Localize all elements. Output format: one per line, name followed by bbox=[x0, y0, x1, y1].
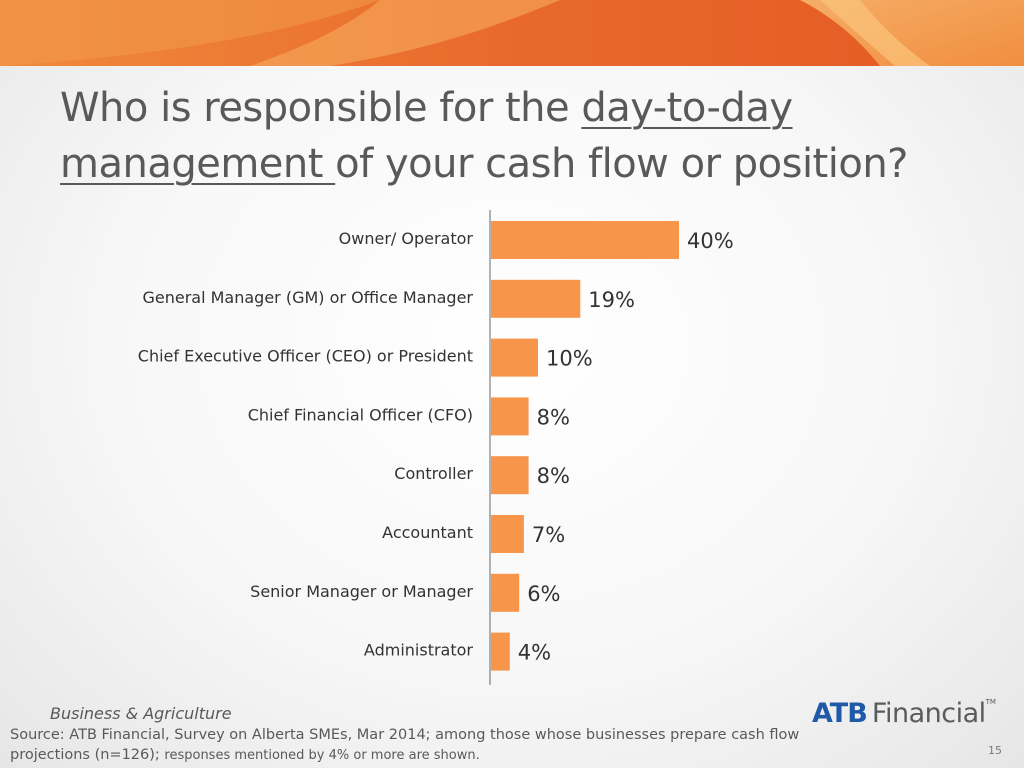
logo-trademark: TM bbox=[985, 698, 996, 706]
title-underlined-1: day-to-day bbox=[581, 85, 793, 131]
bar bbox=[491, 456, 529, 495]
bar-chart: Owner/ Operator 40% General Manager (GM) o… bbox=[0, 205, 1024, 685]
logo-financial: Financial bbox=[871, 698, 986, 729]
bar bbox=[491, 573, 520, 612]
bar bbox=[491, 397, 529, 436]
value-label: 7% bbox=[532, 523, 565, 547]
atb-financial-logo: ATB FinancialTM bbox=[812, 698, 996, 732]
category-label: Chief Financial Officer (CFO) bbox=[248, 405, 473, 424]
top-banner bbox=[0, 0, 1024, 66]
page-number: 15 bbox=[988, 744, 1002, 757]
bar bbox=[491, 279, 581, 318]
value-label: 10% bbox=[546, 347, 593, 371]
value-label: 4% bbox=[518, 641, 551, 665]
title-underlined-2: management bbox=[60, 141, 336, 187]
category-label: Senior Manager or Manager bbox=[250, 582, 473, 601]
bar bbox=[491, 632, 510, 671]
category-label: Accountant bbox=[382, 523, 473, 542]
banner-graphic bbox=[0, 0, 1024, 66]
bar-chart-svg: Owner/ Operator 40% General Manager (GM) o… bbox=[138, 210, 734, 685]
title-part2: of your cash flow or position? bbox=[335, 141, 908, 187]
bar bbox=[491, 338, 538, 377]
category-label: Administrator bbox=[364, 641, 473, 660]
value-label: 19% bbox=[588, 288, 635, 312]
category-label: Owner/ Operator bbox=[339, 229, 474, 248]
value-label: 6% bbox=[527, 582, 560, 606]
value-label: 8% bbox=[537, 405, 570, 429]
category-label: General Manager (GM) or Office Manager bbox=[142, 288, 473, 307]
title-part1: Who is responsible for the bbox=[60, 85, 582, 131]
bar bbox=[491, 221, 679, 259]
source-line-1: Source: ATB Financial, Survey on Alberta… bbox=[10, 727, 800, 743]
logo-atb: ATB bbox=[812, 698, 868, 729]
value-label: 8% bbox=[537, 464, 570, 488]
slide-title: Who is responsible for the day-to-day ma… bbox=[60, 80, 960, 192]
brand-tagline: Business & Agriculture bbox=[50, 704, 232, 723]
source-line-2a: projections (n=126); bbox=[10, 747, 165, 763]
category-label: Chief Executive Officer (CEO) or Preside… bbox=[138, 347, 473, 366]
category-label: Controller bbox=[394, 464, 473, 483]
source-note: Source: ATB Financial, Survey on Alberta… bbox=[10, 725, 810, 766]
bar bbox=[491, 515, 524, 553]
source-line-2b: responses mentioned by 4% or more are sh… bbox=[164, 748, 480, 763]
source-line-2: projections (n=126); responses mentioned… bbox=[10, 745, 810, 766]
value-label: 40% bbox=[687, 229, 734, 253]
